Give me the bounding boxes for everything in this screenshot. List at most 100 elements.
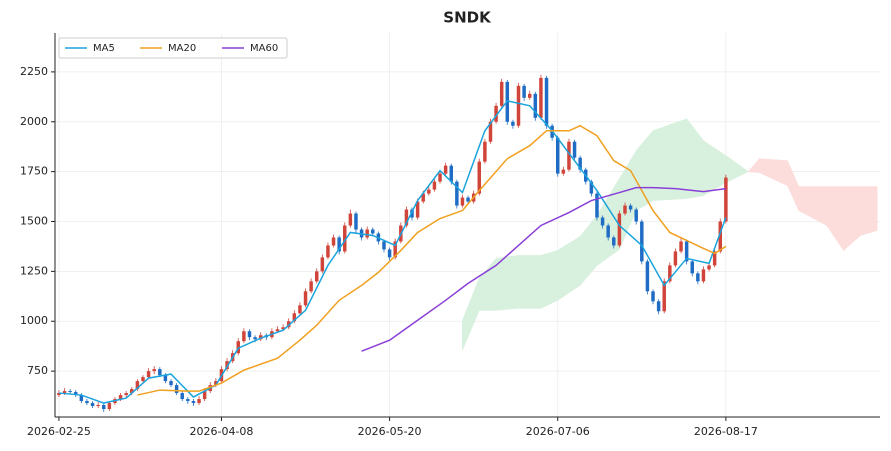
candle-body <box>365 229 369 238</box>
candle-body <box>707 265 711 270</box>
candle-body <box>253 337 257 340</box>
candle-body <box>555 137 560 174</box>
y-tick-label: 1750 <box>20 165 48 178</box>
candle-body <box>57 393 61 396</box>
candle-body <box>449 165 453 182</box>
x-tick-label: 2026-08-17 <box>694 425 758 438</box>
candle-body <box>68 391 72 393</box>
candle-body <box>561 169 566 174</box>
cloud-segment <box>462 278 480 351</box>
cloud-segment <box>703 140 727 197</box>
candle-body <box>107 403 112 410</box>
candle-body <box>292 313 297 322</box>
candle-body <box>567 141 571 170</box>
candle-body <box>696 273 700 282</box>
candle-body <box>527 93 532 98</box>
candle-body <box>572 141 577 158</box>
candle-body <box>73 392 78 396</box>
candle-body <box>281 327 285 330</box>
candle-body <box>191 401 196 404</box>
candle-body <box>533 93 538 118</box>
x-tick-label: 2026-05-20 <box>358 425 422 438</box>
candle-body <box>337 237 341 252</box>
candle-body <box>387 249 392 258</box>
candle-body <box>623 205 627 214</box>
candle-body <box>589 181 594 194</box>
candle-body <box>141 377 145 382</box>
candle-body <box>712 251 717 266</box>
candle-body <box>477 161 482 194</box>
candle-body <box>544 77 549 126</box>
cloud-segment <box>843 186 861 252</box>
x-tick-label: 2026-07-06 <box>526 425 590 438</box>
candle-body <box>432 181 437 190</box>
candle-body <box>146 371 151 378</box>
candle-body <box>202 391 207 400</box>
candle-body <box>186 399 190 402</box>
cloud-segment <box>635 129 654 212</box>
ma-line <box>361 186 726 352</box>
candle-body <box>354 213 358 230</box>
candle-body <box>62 391 67 394</box>
x-tick-label: 2026-02-25 <box>27 425 91 438</box>
candle-body <box>443 165 448 174</box>
candle-body <box>326 245 330 258</box>
candle-body <box>214 381 218 386</box>
ma-line <box>137 124 727 396</box>
candle-body <box>124 393 128 396</box>
candle-body <box>628 205 633 210</box>
candle-body <box>225 361 229 370</box>
candle-body <box>421 193 425 202</box>
candle-body <box>169 381 173 386</box>
cloud-segment <box>787 160 800 211</box>
candle-body <box>466 197 470 202</box>
cloud-segment <box>725 155 749 184</box>
candle-body <box>258 335 263 340</box>
cloud-segment <box>518 255 542 309</box>
candle-body <box>343 225 347 252</box>
candle-body <box>483 141 487 162</box>
candle-body <box>158 369 162 376</box>
cloud-segment <box>596 177 620 266</box>
candle-body <box>494 105 498 122</box>
candle-body <box>320 257 325 272</box>
candle-body <box>701 269 706 282</box>
candle-body <box>516 85 521 126</box>
candle-body <box>438 173 442 182</box>
candle-body <box>242 331 246 342</box>
y-tick-label: 1500 <box>20 215 48 228</box>
candle-body <box>298 305 302 314</box>
candle-body <box>634 209 638 222</box>
legend-label: MA20 <box>168 43 196 54</box>
candle-body <box>303 291 308 306</box>
y-tick-label: 750 <box>27 364 48 377</box>
cloud-segment <box>495 255 519 311</box>
candle-body <box>415 201 420 218</box>
cloud-segment <box>798 186 828 226</box>
candle-body <box>662 281 666 312</box>
cloud-segment <box>759 158 788 187</box>
candle-body <box>690 261 694 274</box>
candle-body <box>656 301 661 312</box>
candle-body <box>102 405 106 410</box>
cloud-segment <box>686 117 704 199</box>
candle-body <box>152 369 156 372</box>
candle-body <box>130 389 134 394</box>
candle-body <box>724 177 728 222</box>
candle-body <box>135 381 140 390</box>
candle-body <box>275 329 280 332</box>
candle-body <box>197 399 201 404</box>
candle-body <box>673 251 678 266</box>
candle-body <box>427 189 431 194</box>
candle-body <box>679 241 683 252</box>
y-tick-label: 1250 <box>20 264 48 277</box>
candle-body <box>600 217 605 226</box>
legend-box <box>58 37 288 59</box>
cloud-segment <box>557 235 581 301</box>
candle-body <box>180 393 184 400</box>
candle-body <box>612 237 616 246</box>
candle-body <box>118 395 123 400</box>
candle-body <box>393 241 397 258</box>
cloud-segment <box>579 214 598 287</box>
